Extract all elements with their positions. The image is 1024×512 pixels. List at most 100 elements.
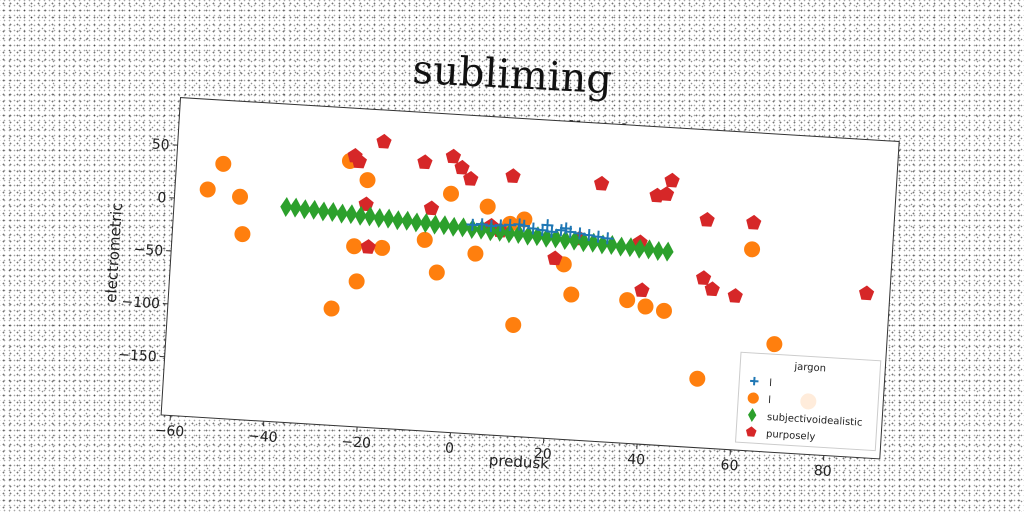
data-point-pentagon <box>423 200 440 216</box>
data-point-diamond <box>577 232 590 253</box>
data-point-diamond <box>363 206 376 227</box>
plot-area <box>160 97 900 460</box>
legend-marker-pentagon <box>745 426 757 437</box>
data-point-circle <box>428 264 445 281</box>
data-point-plus <box>475 218 488 231</box>
x-tick-label: −60 <box>154 423 184 441</box>
data-point-diamond <box>326 202 339 222</box>
data-point-pentagon <box>727 288 743 303</box>
data-point-diamond <box>280 197 293 218</box>
data-point-pentagon <box>859 285 875 301</box>
data-point-circle <box>215 155 232 172</box>
y-axis-label: electrometric <box>102 202 126 303</box>
data-point-diamond <box>317 201 330 222</box>
data-point-diamond <box>605 235 618 255</box>
data-point-plus <box>494 219 507 232</box>
axis-ticks: −60 −40 −20 0 20 40 60 80 50 0 −50 −100 −150 <box>118 137 832 480</box>
data-point-diamond <box>354 205 367 226</box>
data-point-plus <box>545 225 558 238</box>
data-point-diamond <box>568 230 581 251</box>
x-tick-label: 40 <box>627 452 646 469</box>
data-point-pentagon <box>360 239 376 254</box>
data-point-pentagon <box>634 282 650 298</box>
data-point-circle <box>443 185 460 202</box>
data-point-diamond <box>429 214 442 235</box>
data-point-plus <box>485 219 498 232</box>
data-point-diamond <box>531 226 544 247</box>
data-point-pentagon <box>664 172 680 188</box>
data-point-pentagon <box>746 214 762 230</box>
data-point-diamond <box>419 213 432 233</box>
x-tick-label: −20 <box>341 434 371 452</box>
data-point-plus <box>503 218 517 232</box>
data-point-circle <box>416 231 433 248</box>
legend-marker-circle <box>747 392 759 404</box>
data-point-diamond <box>308 199 321 220</box>
data-point-circle <box>619 292 636 309</box>
data-point-diamond <box>587 232 600 253</box>
data-point-plus <box>541 219 554 232</box>
data-point-diamond <box>503 223 516 244</box>
data-point-pentagon <box>704 281 720 297</box>
data-point-pentagon <box>699 212 715 227</box>
data-point-circle <box>348 273 365 290</box>
data-point-diamond <box>391 210 404 231</box>
data-point-plus <box>592 230 605 243</box>
plot-group: pyragravure diazoles −60−40−200204060805… <box>102 97 900 480</box>
data-point-diamond <box>298 199 311 220</box>
data-point-diamond <box>615 236 628 257</box>
x-tick-label: 0 <box>445 440 455 457</box>
data-point-diamond <box>345 204 358 225</box>
data-point-diamond <box>624 237 637 258</box>
data-point-circle <box>505 316 522 333</box>
data-point-pentagon <box>454 159 470 175</box>
data-point-diamond <box>550 228 562 249</box>
data-point-circle <box>467 245 484 262</box>
data-point-diamond <box>382 208 395 229</box>
data-point-circle <box>346 238 363 255</box>
legend-title: jargon <box>793 361 826 374</box>
data-point-pentagon <box>445 148 462 164</box>
data-point-circle <box>199 181 216 198</box>
data-point-circle <box>766 336 783 353</box>
data-point-diamond <box>540 227 553 248</box>
legend-box <box>734 351 882 452</box>
y-tick-label: 0 <box>157 190 167 207</box>
data-point-pentagon <box>376 133 392 149</box>
data-point-pentagon <box>658 186 675 201</box>
data-point-plus <box>517 219 531 232</box>
data-point-diamond <box>438 215 451 236</box>
y-tick-label: −50 <box>133 242 163 260</box>
data-point-circle <box>479 198 496 215</box>
data-point-plus <box>601 232 614 245</box>
data-point-diamond <box>447 216 460 237</box>
data-point-pentagon <box>351 153 367 169</box>
data-point-diamond <box>494 221 507 242</box>
data-point-diamond <box>289 197 302 218</box>
data-point-pentagon <box>463 171 479 186</box>
data-point-diamond <box>633 238 646 259</box>
data-point-diamond <box>373 208 386 229</box>
data-point-plus <box>527 222 540 235</box>
data-point-circle <box>655 302 672 319</box>
data-point-circle <box>744 241 761 258</box>
data-point-circle <box>637 298 654 315</box>
data-point-diamond <box>661 241 674 262</box>
data-point-pentagon <box>417 154 433 170</box>
data-point-circle <box>232 188 249 205</box>
data-point-diamond <box>643 239 655 260</box>
y-tick-label: −150 <box>118 347 157 365</box>
data-point-pentagon <box>505 168 521 184</box>
legend-label: l <box>769 378 772 389</box>
data-point-circle <box>234 226 251 243</box>
data-point-circle <box>563 286 580 303</box>
legend-label: purposely <box>766 429 816 443</box>
data-point-diamond <box>596 234 609 255</box>
data-point-plus <box>466 218 479 231</box>
legend-label: l <box>768 395 771 406</box>
data-point-circle <box>359 172 376 189</box>
data-point-diamond <box>401 210 414 231</box>
data-point-circle <box>323 300 340 317</box>
